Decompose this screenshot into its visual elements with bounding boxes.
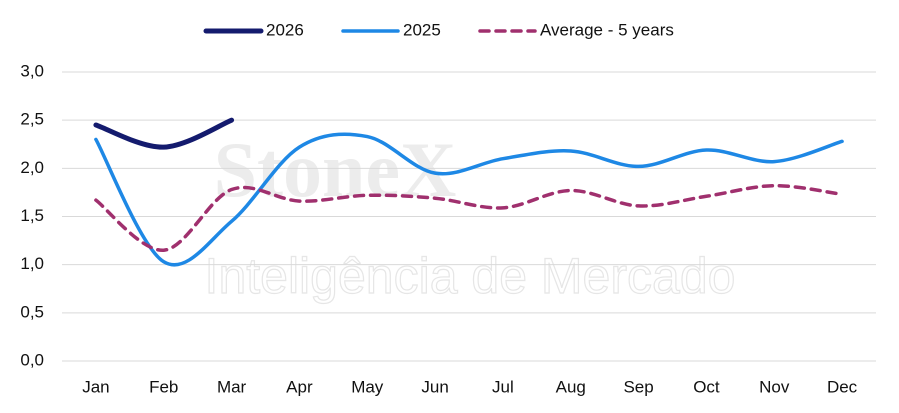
y-tick-label: 3,0 [20, 61, 44, 80]
y-tick-label: 0,5 [20, 302, 44, 321]
y-tick-label: 1,0 [20, 254, 44, 273]
x-tick-label: May [351, 377, 384, 396]
legend-label: 2025 [403, 20, 441, 39]
x-tick-label: Feb [149, 377, 178, 396]
x-tick-label: Oct [693, 377, 720, 396]
y-tick-label: 2,5 [20, 110, 44, 129]
y-tick-label: 1,5 [20, 206, 44, 225]
series-line [94, 132, 844, 267]
x-tick-label: Jan [82, 377, 109, 396]
x-tick-label: Aug [556, 377, 586, 396]
x-tick-label: Dec [827, 377, 858, 396]
watermark: Inteligência de Mercado [205, 248, 736, 304]
legend-label: Average - 5 years [540, 20, 674, 39]
legend-label: 2026 [266, 20, 304, 39]
x-tick-label: Sep [623, 377, 653, 396]
x-tick-label: Nov [759, 377, 790, 396]
x-tick-label: Mar [217, 377, 247, 396]
series-line [94, 183, 844, 252]
y-tick-label: 2,0 [20, 158, 44, 177]
y-tick-label: 0,0 [20, 350, 44, 369]
x-tick-label: Jun [421, 377, 448, 396]
series-line [93, 117, 235, 150]
x-tick-label: Jul [492, 377, 514, 396]
x-tick-label: Apr [286, 377, 313, 396]
